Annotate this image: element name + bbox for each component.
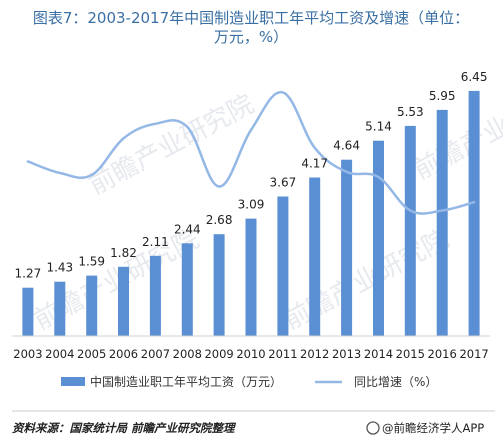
bar-value-label-2014: 5.14 xyxy=(365,120,392,134)
bar-value-label-2004: 1.43 xyxy=(46,261,73,275)
x-tick-2017: 2017 xyxy=(459,347,488,361)
bar-value-label-2011: 3.67 xyxy=(270,176,297,190)
bar-2006 xyxy=(118,266,129,336)
legend: 中国制造业职工年平均工资（万元） 同比增速（%） xyxy=(61,374,437,389)
watermark-4: 前瞻产业研究院 xyxy=(409,74,503,186)
bar-value-label-2009: 2.68 xyxy=(206,213,233,227)
x-axis-ticks: 2003 2004 2005 2006 2007 2008 2009 2010 2011 2012… xyxy=(13,347,488,361)
x-tick-2004: 2004 xyxy=(45,347,74,361)
bar-value-label-2008: 2.44 xyxy=(174,222,201,236)
x-tick-2003: 2003 xyxy=(13,347,42,361)
x-tick-2007: 2007 xyxy=(141,347,170,361)
bar-value-label-2016: 5.95 xyxy=(429,89,456,103)
chart-title-line1: 图表7：2003-2017年中国制造业职工年平均工资及增速（单位： xyxy=(33,9,469,27)
bar-2007 xyxy=(149,255,161,336)
bar-value-label-2012: 4.17 xyxy=(301,157,328,171)
watermark-3: 前瞻产业研究院 xyxy=(279,224,454,336)
watermark-group: 前瞻产业研究院 前瞻产业研究院 前瞻产业研究院 前瞻产业研究院 xyxy=(29,74,503,336)
bar-2013 xyxy=(341,159,353,336)
legend-bar-label: 中国制造业职工年平均工资（万元） xyxy=(90,374,282,389)
x-tick-2006: 2006 xyxy=(109,347,138,361)
x-tick-2008: 2008 xyxy=(173,347,202,361)
bar-2012 xyxy=(309,177,321,336)
x-tick-2010: 2010 xyxy=(236,347,265,361)
x-tick-2011: 2011 xyxy=(268,347,297,361)
x-tick-2015: 2015 xyxy=(396,347,425,361)
x-tick-2009: 2009 xyxy=(204,347,233,361)
bar-2004 xyxy=(54,281,66,336)
bar-value-label-2015: 5.53 xyxy=(397,105,424,119)
bar-2009 xyxy=(213,234,225,336)
source-note: 资料来源：国家统计局 前瞻产业研究院整理 xyxy=(12,421,237,435)
x-tick-2013: 2013 xyxy=(332,347,361,361)
bar-2003 xyxy=(22,287,34,336)
legend-bar-swatch xyxy=(61,377,85,386)
chart-title-line2: 万元，%） xyxy=(214,28,288,46)
brand-label: @前瞻经济学人APP xyxy=(382,421,484,435)
brand-logo-icon xyxy=(366,421,380,435)
bar-value-label-2003: 1.27 xyxy=(15,267,42,281)
bar-2015 xyxy=(404,125,416,337)
x-tick-2016: 2016 xyxy=(428,347,457,361)
bar-2008 xyxy=(181,243,193,336)
bar-2010 xyxy=(245,218,257,336)
bar-value-label-2013: 4.64 xyxy=(333,139,360,153)
bar-value-label-2006: 1.82 xyxy=(110,246,137,260)
bar-2005 xyxy=(86,275,98,336)
brand-mark: @前瞻经济学人APP xyxy=(366,421,484,435)
x-tick-2012: 2012 xyxy=(300,347,329,361)
bar-value-label-2010: 3.09 xyxy=(238,198,265,212)
x-tick-2005: 2005 xyxy=(77,347,106,361)
x-tick-2014: 2014 xyxy=(364,347,393,361)
growth-rate-line xyxy=(26,91,476,215)
bar-2016 xyxy=(436,109,448,337)
bar-value-label-2007: 2.11 xyxy=(142,235,169,249)
bar-series xyxy=(22,90,480,337)
bar-2017 xyxy=(468,90,480,337)
bar-value-labels: 1.27 1.43 1.59 1.82 2.11 2.44 2.68 3.09 3.67 4.17… xyxy=(15,70,488,281)
watermark-1: 前瞻产业研究院 xyxy=(84,89,259,201)
bar-2011 xyxy=(277,196,289,336)
bar-2014 xyxy=(373,140,384,336)
legend-line-label: 同比增速（%） xyxy=(354,375,437,389)
bar-value-label-2005: 1.59 xyxy=(78,255,105,269)
bar-value-label-2017: 6.45 xyxy=(461,70,488,84)
